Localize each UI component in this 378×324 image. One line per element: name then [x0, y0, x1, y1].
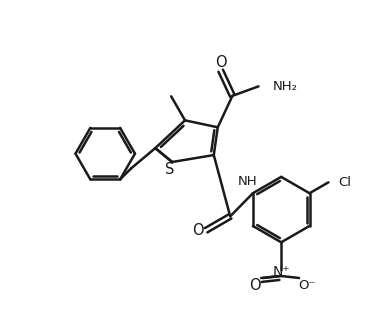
Text: S: S: [166, 162, 175, 178]
Text: O: O: [215, 55, 226, 70]
Text: O: O: [249, 278, 261, 294]
Text: O⁻: O⁻: [298, 279, 316, 293]
Text: N⁺: N⁺: [273, 265, 290, 279]
Text: O: O: [192, 223, 204, 238]
Text: NH: NH: [238, 175, 257, 188]
Text: Cl: Cl: [338, 176, 351, 189]
Text: NH₂: NH₂: [273, 80, 297, 93]
